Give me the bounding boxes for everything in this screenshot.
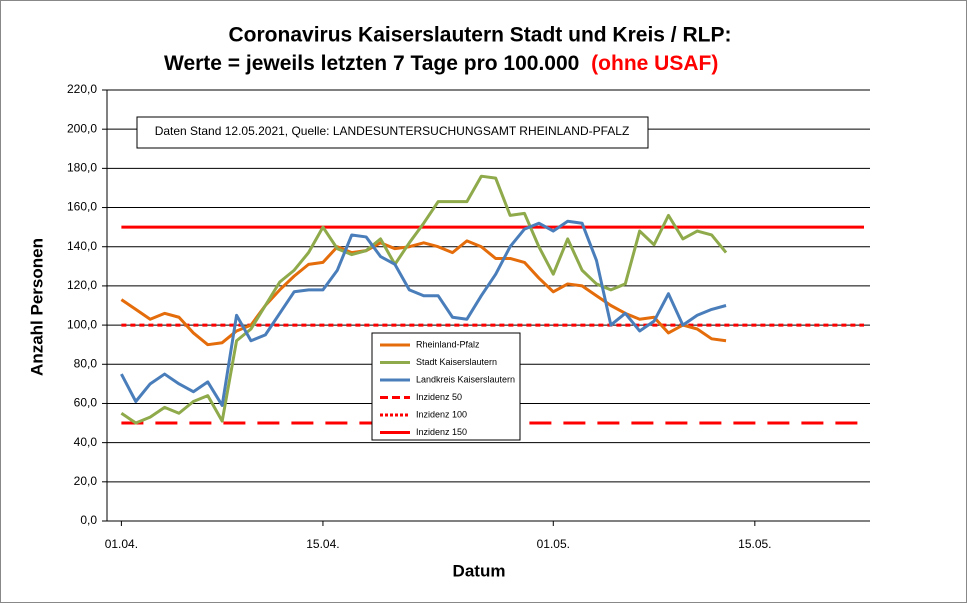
y-tick-label: 60,0: [74, 396, 98, 410]
legend-label: Inzidenz 100: [416, 409, 467, 419]
annotation-box: [136, 116, 649, 149]
legend-label: Stadt Kaiserslautern: [416, 357, 497, 367]
x-tick-label: 15.04.: [306, 537, 339, 551]
y-tick-label: 80,0: [74, 356, 98, 370]
y-tick-label: 220,0: [67, 82, 97, 96]
y-tick-label: 180,0: [67, 161, 97, 175]
y-tick-label: 120,0: [67, 278, 97, 292]
y-tick-label: 140,0: [67, 239, 97, 253]
y-tick-label: 200,0: [67, 121, 97, 135]
x-tick-label: 15.05.: [738, 537, 771, 551]
legend-label: Inzidenz 50: [416, 392, 462, 402]
y-tick-label: 40,0: [74, 435, 98, 449]
y-tick-label: 100,0: [67, 317, 97, 331]
chart-title: Coronavirus Kaiserslautern Stadt und Kre…: [229, 24, 732, 47]
x-tick-label: 01.04.: [105, 537, 138, 551]
legend-label: Inzidenz 150: [416, 427, 467, 437]
chart-title: Werte = jeweils letzten 7 Tage pro 100.0…: [164, 52, 579, 75]
x-tick-label: 01.05.: [537, 537, 570, 551]
chart-title-highlight: (ohne USAF): [591, 52, 718, 75]
data-line: [120, 174, 728, 425]
legend-label: Rheinland-Pfalz: [416, 339, 480, 349]
y-tick-label: 160,0: [67, 200, 97, 214]
x-axis-label: Datum: [453, 561, 506, 580]
y-tick-label: 20,0: [74, 474, 98, 488]
data-line: [120, 219, 727, 407]
legend-label: Landkreis Kaiserslautern: [416, 374, 515, 384]
y-axis-label: Anzahl Personen: [27, 238, 46, 376]
annotation: Daten Stand 12.05.2021, Quelle: LANDESUN…: [155, 124, 630, 138]
legend-box: [371, 332, 521, 441]
chart-title-line: Werte = jeweils letzten 7 Tage pro 100.0…: [164, 52, 718, 75]
y-tick-label: 0,0: [80, 513, 97, 527]
legend: Rheinland-Pfalz Stadt Kaiserslautern Landk…: [371, 332, 521, 441]
